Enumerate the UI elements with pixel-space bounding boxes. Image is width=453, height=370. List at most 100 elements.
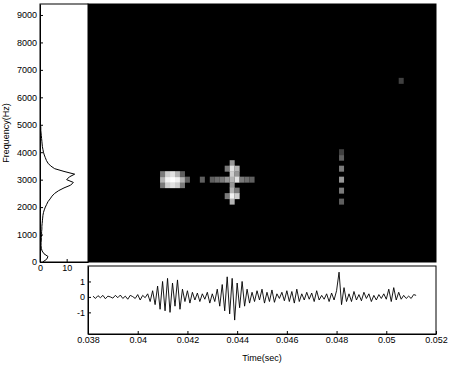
cell (170, 182, 175, 188)
tick-label: -1 (77, 308, 85, 318)
tick: 9000 (17, 10, 43, 20)
tick: 0.046 (276, 331, 299, 345)
tick-mark (40, 259, 41, 262)
cell (225, 193, 230, 199)
cell (399, 78, 404, 84)
tick-label: 6000 (17, 93, 37, 103)
tick: 0 (38, 259, 43, 273)
tick-label: 0.04 (129, 335, 147, 345)
cell (230, 171, 235, 177)
x-axis: 0.038 0.04 0.042 0.044 0.046 0.048 0.05 0.052 (77, 331, 448, 345)
cell (225, 166, 230, 172)
cell (220, 177, 225, 183)
cell (230, 160, 235, 166)
axis-title: Time(sec) (242, 353, 282, 363)
tick-label: 0.046 (276, 335, 299, 345)
cell (339, 166, 344, 172)
tick: 2000 (17, 202, 43, 212)
tick-label: 0 (38, 263, 43, 273)
cell (235, 193, 240, 199)
cell (235, 177, 240, 183)
tick-mark (88, 281, 91, 282)
tick-label: 0.05 (378, 335, 396, 345)
waveform-line (93, 272, 416, 320)
tick-mark (187, 331, 188, 334)
cell (200, 177, 205, 183)
cell (230, 182, 235, 188)
tick: 3000 (17, 175, 43, 185)
tick-label: 3000 (17, 175, 37, 185)
tick-mark (40, 235, 43, 236)
cell (230, 199, 235, 205)
cell (180, 177, 185, 183)
tick-mark (67, 259, 68, 262)
tick: 4000 (17, 148, 43, 158)
cell (175, 171, 180, 177)
cell (165, 177, 170, 183)
tick: 5000 (17, 120, 43, 130)
tick-label: 0.042 (177, 335, 200, 345)
tick-mark (237, 331, 238, 334)
tick: 0.044 (226, 331, 249, 345)
tick: 6000 (17, 93, 43, 103)
tick-mark (287, 331, 288, 334)
tick-mark (40, 70, 43, 71)
cell (230, 188, 235, 194)
tick-label: 0.052 (425, 335, 448, 345)
tick-label: 1000 (17, 230, 37, 240)
y-axis: 0 1000 2000 3000 4000 5000 6000 7000 8000 9000 (17, 5, 43, 268)
cell (170, 177, 175, 183)
tick-mark (40, 207, 43, 208)
tick-label: 2000 (17, 202, 37, 212)
cell (230, 166, 235, 172)
waveform-panel: -1010.0380.040.0420.0440.0460.0480.050.0… (77, 266, 448, 363)
cell (210, 177, 215, 183)
tick: 1 (80, 277, 91, 287)
tick-label: 0.038 (77, 335, 100, 345)
tick: 0.04 (129, 331, 147, 345)
cell (160, 177, 165, 183)
tick: 8000 (17, 38, 43, 48)
cell (339, 199, 344, 205)
spectrogram (88, 4, 436, 262)
y-axis: -1 0 1 (77, 267, 91, 335)
tick: 0.05 (378, 331, 396, 345)
cell (230, 177, 235, 183)
cell (245, 177, 250, 183)
tick-mark (88, 312, 91, 313)
tick-label: 10 (62, 263, 72, 273)
tick: 0.048 (326, 331, 349, 345)
cell (235, 171, 240, 177)
tick-label: 7000 (17, 65, 37, 75)
cell (175, 177, 180, 183)
cell (339, 149, 344, 155)
cell (175, 182, 180, 188)
tick: -1 (77, 308, 91, 318)
tick-mark (40, 152, 43, 153)
axis-line (88, 267, 89, 335)
cell (339, 155, 344, 161)
tick: 0.042 (177, 331, 200, 345)
tick-mark (40, 125, 43, 126)
cell (180, 171, 185, 177)
tick-mark (337, 331, 338, 334)
cell (185, 177, 190, 183)
cell (160, 182, 165, 188)
tick-label: 0.044 (226, 335, 249, 345)
plot-frame (88, 266, 436, 334)
tick-label: 0 (32, 257, 37, 267)
tick-mark (386, 331, 387, 334)
tick-label: 4000 (17, 148, 37, 158)
tick-label: 1 (80, 277, 85, 287)
cell (180, 182, 185, 188)
plot-frame (40, 4, 88, 262)
cell (215, 177, 220, 183)
tick-mark (40, 15, 43, 16)
cell (170, 171, 175, 177)
figure: 0100020003000400050006000700080009000010… (0, 0, 453, 370)
tick-mark (88, 297, 91, 298)
cells (160, 78, 404, 205)
tick-mark (40, 97, 43, 98)
tick: 0.052 (425, 331, 448, 345)
tick-label: 0 (80, 292, 85, 302)
